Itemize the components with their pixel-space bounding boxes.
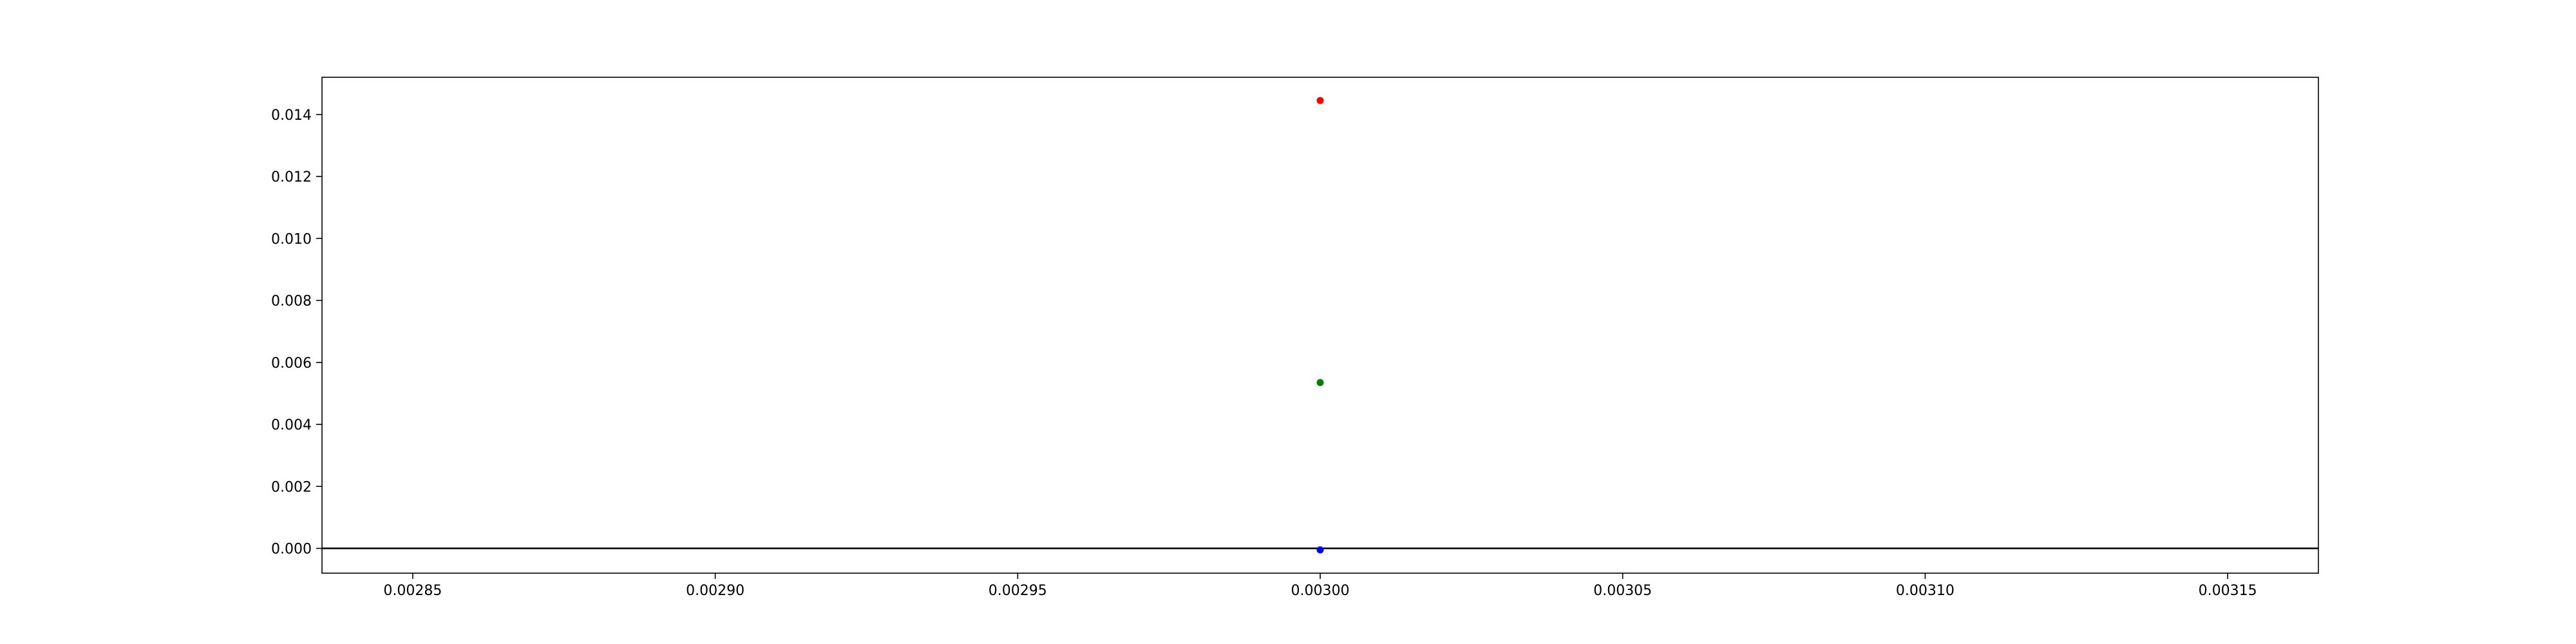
red-data-point [1316, 97, 1324, 104]
data-points [1316, 97, 1324, 554]
x-tick-label: 0.00310 [1896, 583, 1955, 599]
x-tick-label: 0.00300 [1291, 583, 1350, 599]
y-tick-label: 0.012 [271, 169, 312, 185]
blue-data-point [1316, 546, 1324, 554]
y-tick-label: 0.014 [271, 108, 312, 124]
axes-frame [321, 77, 2319, 574]
green-data-point [1316, 379, 1324, 386]
y-tick-label: 0.008 [271, 294, 312, 310]
y-tick-label: 0.010 [271, 231, 312, 247]
x-tick-label: 0.00295 [989, 583, 1047, 599]
y-tick-label: 0.006 [271, 355, 312, 372]
x-tick-label: 0.00290 [686, 583, 744, 599]
x-tick-label: 0.00315 [2199, 583, 2257, 599]
y-tick-label: 0.002 [271, 479, 312, 495]
y-tick-label: 0.004 [271, 417, 312, 433]
x-axis: 0.00285 0.00290 0.00295 0.00300 0.00305 0.003… [383, 573, 2257, 599]
y-tick-label: 0.000 [271, 542, 312, 558]
y-axis: 0.000 0.002 0.004 0.006 0.008 0.010 0.012 0.014 [271, 108, 322, 558]
x-tick-label: 0.00305 [1593, 583, 1652, 599]
x-tick-label: 0.00285 [383, 583, 442, 599]
